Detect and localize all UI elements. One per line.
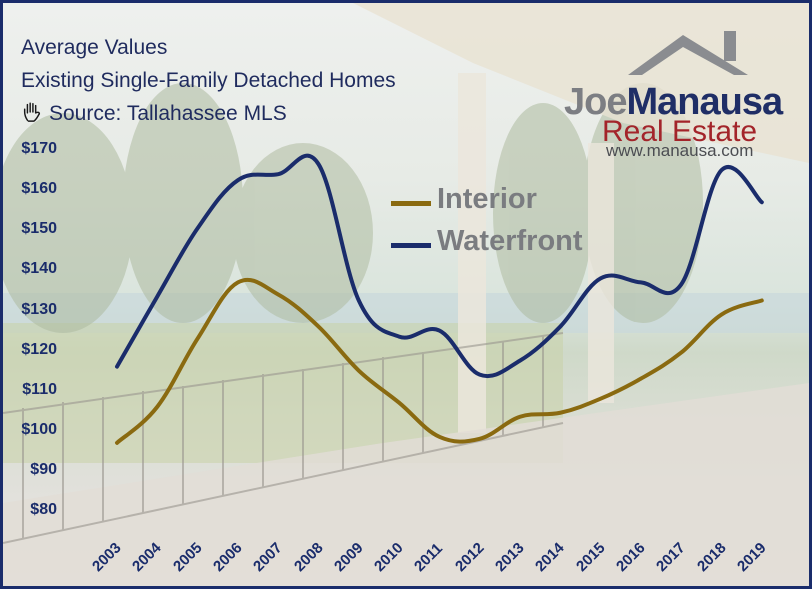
house-logo-icon [628,31,748,75]
logo-subtitle: Real Estate [602,115,758,148]
logo-name-first: Joe [564,81,627,123]
company-logo: JoeManausa Real Estate www.manausa.com [558,23,798,163]
logo-url: www.manausa.com [606,141,754,160]
y-tick-label: $80 [30,501,57,518]
y-tick-label: $150 [21,220,57,238]
background-photo [3,3,809,586]
source-line: Source: Tallahassee MLS [21,97,396,130]
hand-icon [23,102,41,122]
chart-title-block: Average Values Existing Single-Family De… [21,31,396,130]
y-tick-label: $160 [21,180,57,198]
y-tick-label: $170 [21,140,57,158]
y-tick-label: $110 [22,380,57,398]
y-tick-label: $140 [21,260,57,278]
chart-subtitle: Existing Single-Family Detached Homes [21,69,396,92]
plot-area [115,153,764,445]
legend-swatch-interior [391,201,431,206]
legend-swatch-waterfront [391,243,431,248]
legend-label-waterfront: Waterfront [437,225,583,257]
series-line-waterfront [115,153,764,378]
chart-title: Average Values [21,36,168,59]
legend-label-interior: Interior [437,183,537,215]
y-tick-label: $100 [21,420,57,438]
y-tick-label: $90 [30,460,57,478]
series-line-interior [115,277,764,445]
y-tick-label: $120 [21,340,57,358]
source-text: Source: Tallahassee MLS [49,102,287,125]
y-tick-label: $130 [21,300,57,318]
logo-name: JoeManausa [564,81,783,124]
logo-name-last: Manausa [626,81,783,123]
